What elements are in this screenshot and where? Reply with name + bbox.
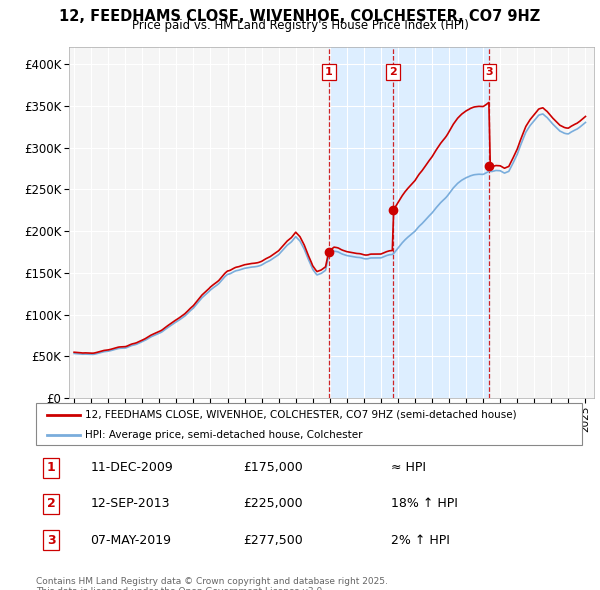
Text: £225,000: £225,000 xyxy=(244,497,303,510)
Bar xyxy=(329,47,490,398)
Text: ≈ HPI: ≈ HPI xyxy=(391,461,426,474)
Text: 3: 3 xyxy=(485,67,493,77)
Text: 2: 2 xyxy=(47,497,56,510)
Text: 1: 1 xyxy=(325,67,333,77)
Text: Contains HM Land Registry data © Crown copyright and database right 2025.
This d: Contains HM Land Registry data © Crown c… xyxy=(36,577,388,590)
Text: £277,500: £277,500 xyxy=(244,533,303,546)
Text: 07-MAY-2019: 07-MAY-2019 xyxy=(91,533,172,546)
Text: 12-SEP-2013: 12-SEP-2013 xyxy=(91,497,170,510)
Text: 18% ↑ HPI: 18% ↑ HPI xyxy=(391,497,458,510)
Text: 3: 3 xyxy=(47,533,56,546)
Text: 11-DEC-2009: 11-DEC-2009 xyxy=(91,461,173,474)
Text: 12, FEEDHAMS CLOSE, WIVENHOE, COLCHESTER, CO7 9HZ (semi-detached house): 12, FEEDHAMS CLOSE, WIVENHOE, COLCHESTER… xyxy=(85,410,517,420)
Text: 2% ↑ HPI: 2% ↑ HPI xyxy=(391,533,450,546)
Text: HPI: Average price, semi-detached house, Colchester: HPI: Average price, semi-detached house,… xyxy=(85,430,362,440)
Text: 1: 1 xyxy=(47,461,56,474)
Text: Price paid vs. HM Land Registry's House Price Index (HPI): Price paid vs. HM Land Registry's House … xyxy=(131,19,469,32)
Text: 12, FEEDHAMS CLOSE, WIVENHOE, COLCHESTER, CO7 9HZ: 12, FEEDHAMS CLOSE, WIVENHOE, COLCHESTER… xyxy=(59,9,541,24)
Text: £175,000: £175,000 xyxy=(244,461,303,474)
Text: 2: 2 xyxy=(389,67,397,77)
